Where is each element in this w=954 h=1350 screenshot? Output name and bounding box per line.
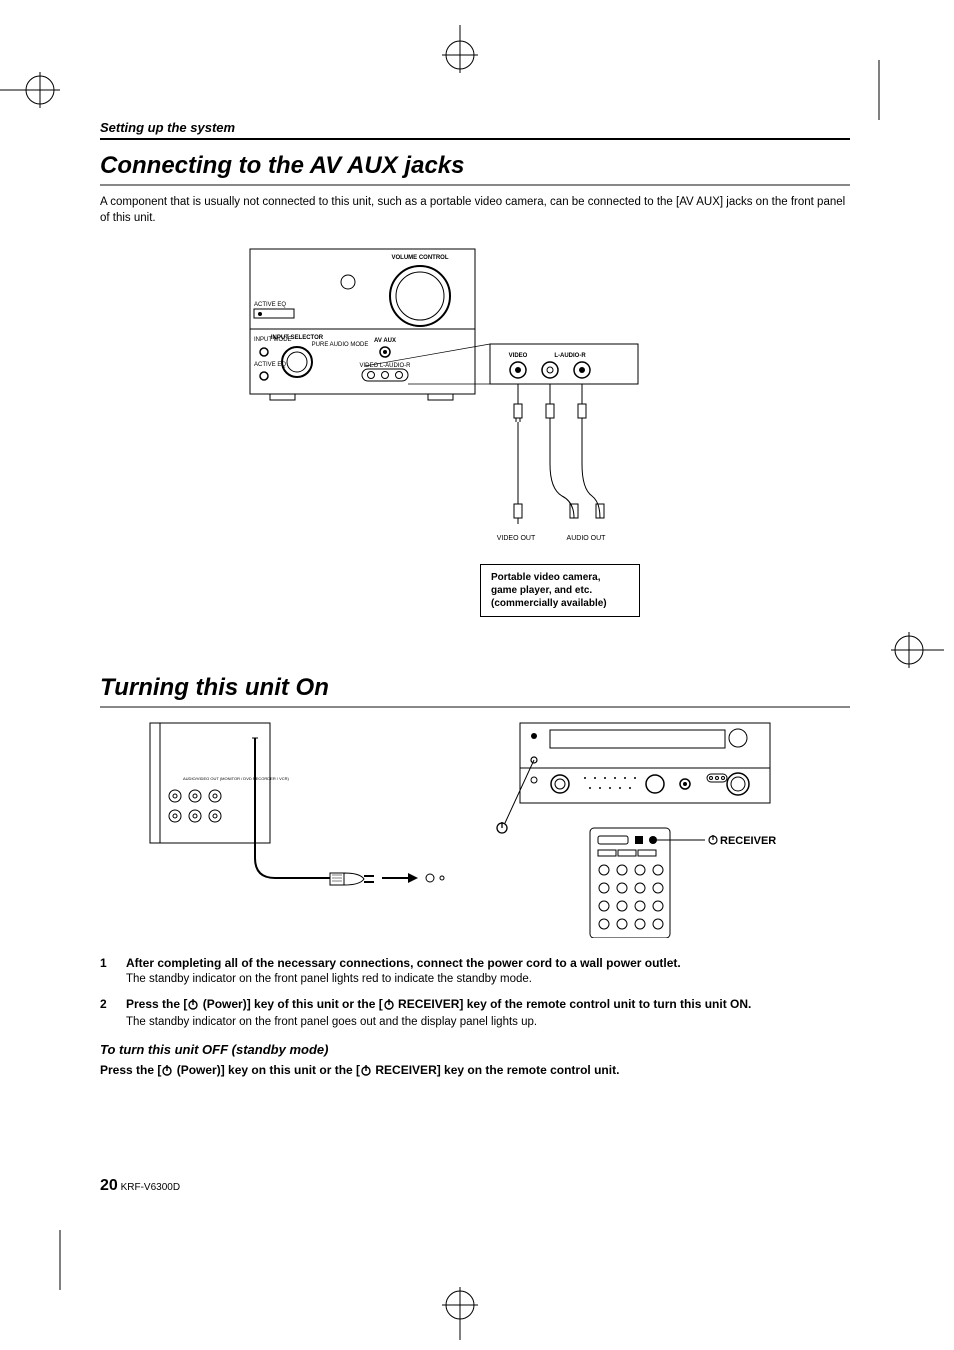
crop-mark-tr — [854, 60, 904, 150]
section-label: Setting up the system — [100, 120, 850, 140]
caption-l2: game player, and etc. — [491, 584, 629, 597]
step-1: After completing all of the necessary co… — [100, 956, 850, 985]
crop-mark-right — [874, 620, 944, 680]
label-back: AUDIO/VIDEO OUT (MONITOR / DVD RECORDER … — [183, 776, 290, 781]
crop-mark-top — [420, 25, 500, 75]
label-audio-out: AUDIO OUT — [567, 535, 607, 542]
diagram-turn-on: AUDIO/VIDEO OUT (MONITOR / DVD RECORDER … — [100, 718, 850, 938]
label-volume-control: VOLUME CONTROL — [392, 255, 449, 261]
caption-l3: (commercially available) — [491, 597, 629, 610]
step-2-body: The standby indicator on the front panel… — [126, 1016, 850, 1028]
label-input-selector: INPUT SELECTOR — [271, 335, 324, 341]
crop-mark-tl — [0, 60, 90, 120]
label-active-eq-top: ACTIVE EQ — [254, 302, 286, 308]
step-1-body: The standby indicator on the front panel… — [126, 973, 850, 985]
power-icon — [161, 1064, 173, 1079]
caption-box: Portable video camera, game player, and … — [480, 564, 640, 617]
step-2-title: Press the [ (Power)] key of this unit or… — [126, 997, 850, 1013]
heading-av-aux: Connecting to the AV AUX jacks — [100, 152, 850, 186]
crop-mark-bl — [0, 1200, 90, 1290]
step-2: Press the [ (Power)] key of this unit or… — [100, 997, 850, 1028]
diagram-av-aux: VOLUME CONTROL ACTIVE EQ INPUT MODE ACTI… — [100, 244, 850, 644]
off-instruction: Press the [ (Power)] key on this unit or… — [100, 1063, 850, 1079]
heading-turn-on: Turning this unit On — [100, 674, 850, 708]
label-av-aux: AV AUX — [374, 338, 396, 344]
label-receiver: RECEIVER — [720, 835, 776, 847]
enlarged-laudio: L-AUDIO-R — [554, 353, 586, 359]
page-number: 20 KRF-V6300D — [100, 1177, 180, 1195]
label-video-out: VIDEO OUT — [497, 535, 536, 542]
label-video-laudio: VIDEO L-AUDIO-R — [359, 363, 411, 369]
power-icon — [187, 998, 199, 1013]
caption-l1: Portable video camera, — [491, 571, 629, 584]
crop-mark-bottom — [420, 1280, 500, 1340]
step-1-title: After completing all of the necessary co… — [126, 956, 850, 970]
power-icon — [360, 1064, 372, 1079]
power-icon — [383, 998, 395, 1013]
steps-list: After completing all of the necessary co… — [100, 956, 850, 1028]
sub-heading-off: To turn this unit OFF (standby mode) — [100, 1042, 850, 1057]
enlarged-video: VIDEO — [509, 353, 528, 359]
intro-text: A component that is usually not connecte… — [100, 194, 850, 226]
label-pure-audio: PURE AUDIO MODE — [312, 342, 369, 348]
